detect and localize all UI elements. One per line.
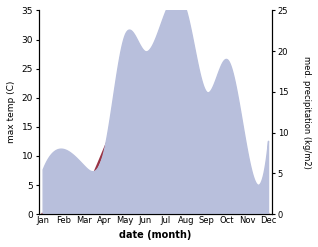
Y-axis label: med. precipitation (kg/m2): med. precipitation (kg/m2) [302, 56, 311, 169]
Y-axis label: max temp (C): max temp (C) [7, 81, 16, 144]
X-axis label: date (month): date (month) [119, 230, 191, 240]
